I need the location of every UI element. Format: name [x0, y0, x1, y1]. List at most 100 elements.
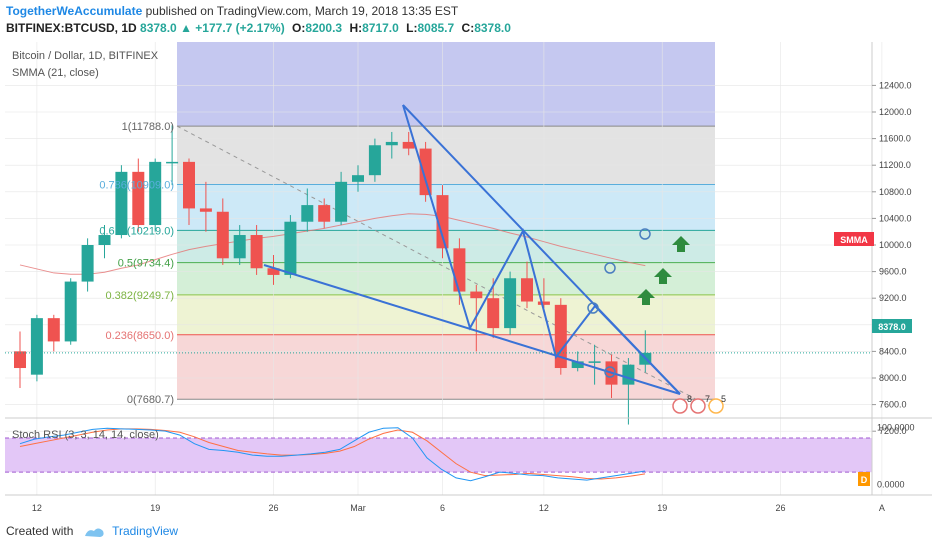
time-tick-label: 12 — [32, 503, 42, 513]
stoch-tick-label: 0.0000 — [877, 480, 905, 490]
price-badge — [872, 319, 912, 333]
price-tick-label: 11600.0 — [879, 134, 911, 144]
price-tick-label: 10000.0 — [879, 240, 912, 250]
price-tick-label: 8400.0 — [879, 346, 907, 356]
trend-lines — [176, 125, 716, 410]
candle-body — [81, 245, 94, 282]
candle-body — [301, 205, 314, 222]
price-tick-label: 8000.0 — [879, 373, 907, 383]
close-value: 8378.0 — [474, 21, 511, 35]
fib-label: 0.786(10909.0) — [99, 180, 174, 192]
event-flag-2[interactable] — [690, 398, 706, 414]
smma-line — [19, 213, 646, 275]
candle-body — [622, 364, 635, 385]
candle-body — [30, 318, 43, 375]
fib-label: 0.236(8650.0) — [106, 330, 175, 342]
event-flag-1-count: 8 — [687, 394, 692, 404]
target-circle — [587, 302, 599, 314]
chart-legend-title: Bitcoin / Dollar, 1D, BITFINEX — [12, 50, 159, 62]
candle-body — [284, 221, 297, 275]
price-tick-label: 7600.0 — [879, 400, 907, 410]
stoch-legend: Stoch RSI (3, 3, 14, 14, close) — [12, 429, 159, 441]
candle-body — [504, 278, 517, 329]
candle-body — [267, 268, 280, 275]
fib-label: 1(11788.0) — [122, 121, 174, 133]
candle-body — [98, 235, 111, 245]
wedge-lower-line — [263, 264, 681, 395]
fib-band — [177, 294, 715, 335]
grid — [5, 42, 883, 495]
price-tick-label: 11200.0 — [879, 160, 911, 170]
candle-body — [14, 351, 26, 369]
event-flag-1[interactable] — [672, 398, 688, 414]
price-change: +177.7 (+2.17%) — [195, 21, 285, 35]
candle-body — [115, 171, 128, 236]
time-tick-label: 26 — [775, 503, 785, 513]
event-flag-3-count: 5 — [721, 394, 726, 404]
tradingview-logo-icon — [84, 528, 104, 537]
time-tick-label: 12 — [539, 503, 549, 513]
close-key: C: — [461, 21, 475, 35]
candle-body — [453, 248, 466, 292]
price-tick-label: 10800.0 — [879, 187, 912, 197]
candle-body — [166, 161, 179, 164]
publish-info: published on TradingView.com, March 19, … — [145, 4, 459, 18]
time-tick-label: Mar — [350, 503, 366, 513]
low-value: 8085.7 — [417, 21, 455, 35]
smma-badge — [834, 232, 874, 246]
candle-body — [571, 361, 584, 369]
time-tick-label: 19 — [150, 503, 160, 513]
footer: Created with TradingView — [6, 524, 178, 544]
event-flags[interactable]: 8 7 5 — [672, 394, 726, 414]
chart-overlays: Bitcoin / Dollar, 1D, BITFINEX SMMA (21,… — [12, 50, 912, 486]
open-key: O: — [292, 21, 306, 35]
price-tick-label: 12400.0 — [879, 80, 912, 90]
price-tick-label: 10400.0 — [879, 213, 912, 223]
candles — [14, 125, 652, 425]
event-flag-3[interactable] — [708, 398, 724, 414]
candle-body — [47, 318, 60, 342]
candle-body — [487, 298, 500, 329]
target-circle — [604, 366, 616, 378]
up-arrow-icon — [672, 236, 690, 252]
candle-body — [588, 361, 601, 363]
candle-body — [132, 171, 145, 226]
fib-band-top — [177, 42, 715, 127]
chart-header: TogetherWeAccumulate published on Tradin… — [6, 2, 906, 36]
candle-body — [352, 175, 364, 182]
price-tick-label: 7200.0 — [879, 426, 907, 436]
price-tick-label: 12000.0 — [879, 107, 912, 117]
candle-body — [554, 304, 567, 369]
candle-body — [183, 161, 195, 209]
candle-body — [470, 291, 483, 299]
stoch-tick-label: 100.0000 — [877, 423, 915, 433]
fib-band — [177, 126, 715, 185]
candle-body — [335, 181, 348, 222]
candle-body — [521, 278, 533, 302]
author-link[interactable]: TogetherWeAccumulate — [6, 4, 143, 18]
candle-body — [64, 281, 77, 342]
time-tick-label: A — [879, 503, 885, 513]
candle-body — [385, 141, 398, 146]
fib-label: 0(7680.7) — [127, 394, 174, 406]
price-tick-label: 9200.0 — [879, 293, 907, 303]
open-value: 8200.3 — [305, 21, 343, 35]
candle-body — [250, 235, 263, 269]
wedge-pattern — [263, 104, 690, 395]
candle-body — [318, 205, 331, 222]
target-circle — [639, 228, 651, 240]
stoch-rsi-panel: 100.0000 0.0000 — [5, 417, 932, 495]
tradingview-link[interactable]: TradingView — [112, 524, 179, 538]
time-tick-label: 19 — [657, 503, 667, 513]
fib-label: 0.5(9734.4) — [118, 258, 174, 270]
indicator-legend: SMMA (21, close) — [12, 67, 99, 79]
symbol-label: BITFINEX:BTCUSD, 1D — [6, 21, 137, 35]
low-key: L: — [406, 21, 418, 35]
wedge-upper-line — [402, 104, 681, 395]
time-axis: 12 19 26 Mar 6 12 19 26 A — [5, 494, 932, 513]
last-price: 8378.0 — [140, 21, 177, 35]
time-tick-label: 6 — [440, 503, 445, 513]
high-value: 8717.0 — [362, 21, 399, 35]
fib-label: 0.618(10219.0) — [99, 225, 174, 237]
time-tick-label: 26 — [268, 503, 278, 513]
